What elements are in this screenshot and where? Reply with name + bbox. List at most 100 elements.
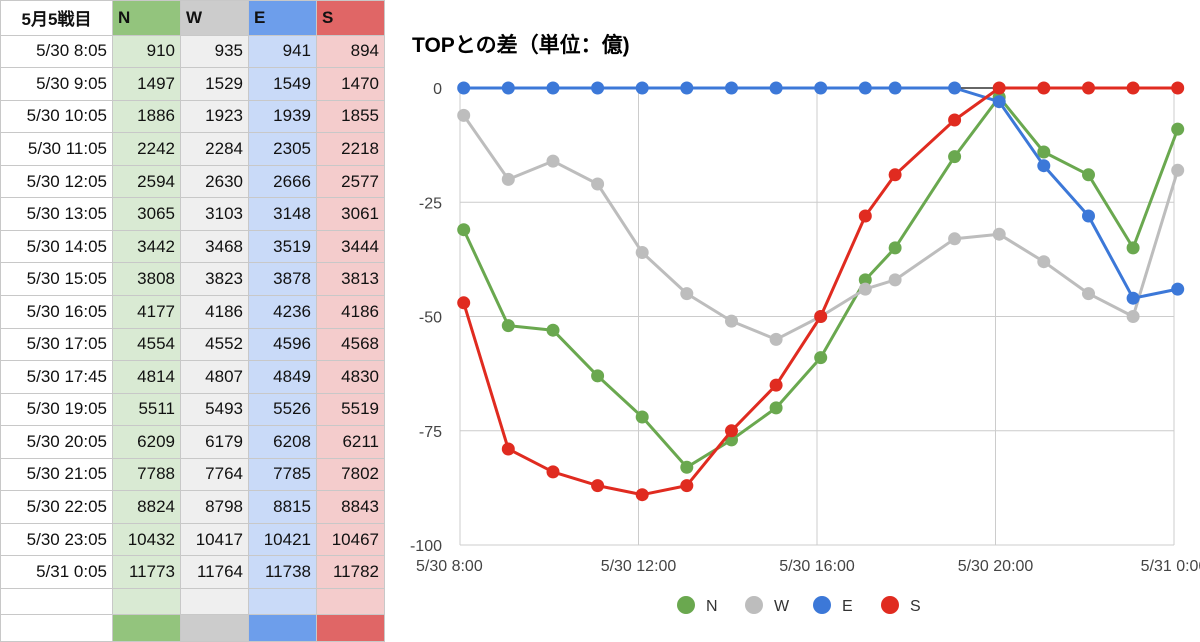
value-cell-s[interactable]: 1855 <box>316 99 385 134</box>
value-cell-n[interactable]: 3808 <box>112 262 181 296</box>
time-cell[interactable]: 5/30 16:05 <box>0 294 113 329</box>
value-cell-e[interactable]: 1939 <box>248 99 317 134</box>
value-cell-n[interactable]: 4554 <box>112 327 181 362</box>
value-cell-n[interactable]: 7788 <box>112 457 181 492</box>
value-cell-e[interactable]: 10421 <box>248 522 317 557</box>
value-cell-s[interactable]: 4830 <box>316 360 385 394</box>
value-cell-s[interactable]: 1470 <box>316 67 385 101</box>
time-cell[interactable]: 5/30 8:05 <box>0 34 113 69</box>
value-cell-e[interactable]: 1549 <box>248 67 317 101</box>
time-cell[interactable]: 5/30 12:05 <box>0 164 113 199</box>
empty-cell[interactable] <box>112 614 181 642</box>
value-cell-s[interactable]: 2218 <box>316 132 385 166</box>
value-cell-s[interactable]: 10467 <box>316 522 385 557</box>
time-cell[interactable]: 5/30 19:05 <box>0 392 113 427</box>
empty-cell[interactable] <box>112 587 181 616</box>
column-header-w[interactable]: W <box>180 0 249 36</box>
time-cell[interactable]: 5/30 20:05 <box>0 425 113 459</box>
empty-cell[interactable] <box>0 614 113 642</box>
empty-cell[interactable] <box>180 614 249 642</box>
value-cell-e[interactable]: 7785 <box>248 457 317 492</box>
value-cell-w[interactable]: 4807 <box>180 360 249 394</box>
value-cell-e[interactable]: 8815 <box>248 490 317 524</box>
value-cell-n[interactable]: 2594 <box>112 164 181 199</box>
value-cell-s[interactable]: 11782 <box>316 555 385 589</box>
value-cell-s[interactable]: 3444 <box>316 229 385 264</box>
time-cell[interactable]: 5/30 17:05 <box>0 327 113 362</box>
value-cell-n[interactable]: 11773 <box>112 555 181 589</box>
value-cell-e[interactable]: 3148 <box>248 197 317 231</box>
time-cell[interactable]: 5/30 21:05 <box>0 457 113 492</box>
value-cell-e[interactable]: 2666 <box>248 164 317 199</box>
column-header-e[interactable]: E <box>248 0 317 36</box>
value-cell-e[interactable]: 941 <box>248 34 317 69</box>
value-cell-n[interactable]: 5511 <box>112 392 181 427</box>
time-cell[interactable]: 5/30 17:45 <box>0 360 113 394</box>
value-cell-s[interactable]: 894 <box>316 34 385 69</box>
time-cell[interactable]: 5/30 23:05 <box>0 522 113 557</box>
time-cell[interactable]: 5/30 14:05 <box>0 229 113 264</box>
empty-cell[interactable] <box>180 587 249 616</box>
value-cell-w[interactable]: 5493 <box>180 392 249 427</box>
sheet-corner-cell[interactable]: 5月5戦目 <box>0 0 113 36</box>
time-cell[interactable]: 5/30 10:05 <box>0 99 113 134</box>
column-header-s[interactable]: S <box>316 0 385 36</box>
empty-cell[interactable] <box>316 587 385 616</box>
value-cell-w[interactable]: 10417 <box>180 522 249 557</box>
value-cell-s[interactable]: 8843 <box>316 490 385 524</box>
empty-cell[interactable] <box>316 614 385 642</box>
value-cell-w[interactable]: 4186 <box>180 294 249 329</box>
value-cell-e[interactable]: 5526 <box>248 392 317 427</box>
value-cell-e[interactable]: 2305 <box>248 132 317 166</box>
value-cell-s[interactable]: 3061 <box>316 197 385 231</box>
value-cell-w[interactable]: 6179 <box>180 425 249 459</box>
value-cell-w[interactable]: 3103 <box>180 197 249 231</box>
value-cell-e[interactable]: 4596 <box>248 327 317 362</box>
value-cell-n[interactable]: 1497 <box>112 67 181 101</box>
value-cell-n[interactable]: 8824 <box>112 490 181 524</box>
value-cell-n[interactable]: 4177 <box>112 294 181 329</box>
value-cell-e[interactable]: 3878 <box>248 262 317 296</box>
value-cell-s[interactable]: 7802 <box>316 457 385 492</box>
time-cell[interactable]: 5/30 22:05 <box>0 490 113 524</box>
value-cell-s[interactable]: 5519 <box>316 392 385 427</box>
empty-cell[interactable] <box>248 614 317 642</box>
value-cell-w[interactable]: 3823 <box>180 262 249 296</box>
value-cell-s[interactable]: 3813 <box>316 262 385 296</box>
time-cell[interactable]: 5/30 15:05 <box>0 262 113 296</box>
value-cell-w[interactable]: 1529 <box>180 67 249 101</box>
value-cell-s[interactable]: 6211 <box>316 425 385 459</box>
time-cell[interactable]: 5/31 0:05 <box>0 555 113 589</box>
value-cell-n[interactable]: 2242 <box>112 132 181 166</box>
value-cell-n[interactable]: 10432 <box>112 522 181 557</box>
value-cell-s[interactable]: 2577 <box>316 164 385 199</box>
value-cell-e[interactable]: 6208 <box>248 425 317 459</box>
time-cell[interactable]: 5/30 13:05 <box>0 197 113 231</box>
value-cell-n[interactable]: 3442 <box>112 229 181 264</box>
value-cell-n[interactable]: 6209 <box>112 425 181 459</box>
value-cell-w[interactable]: 8798 <box>180 490 249 524</box>
empty-cell[interactable] <box>248 587 317 616</box>
value-cell-w[interactable]: 2630 <box>180 164 249 199</box>
value-cell-w[interactable]: 4552 <box>180 327 249 362</box>
value-cell-n[interactable]: 4814 <box>112 360 181 394</box>
value-cell-w[interactable]: 2284 <box>180 132 249 166</box>
column-header-n[interactable]: N <box>112 0 181 36</box>
value-cell-w[interactable]: 935 <box>180 34 249 69</box>
value-cell-e[interactable]: 3519 <box>248 229 317 264</box>
value-cell-n[interactable]: 3065 <box>112 197 181 231</box>
time-cell[interactable]: 5/30 11:05 <box>0 132 113 166</box>
value-cell-e[interactable]: 4236 <box>248 294 317 329</box>
value-cell-w[interactable]: 11764 <box>180 555 249 589</box>
time-cell[interactable]: 5/30 9:05 <box>0 67 113 101</box>
value-cell-w[interactable]: 1923 <box>180 99 249 134</box>
value-cell-w[interactable]: 3468 <box>180 229 249 264</box>
value-cell-w[interactable]: 7764 <box>180 457 249 492</box>
value-cell-s[interactable]: 4568 <box>316 327 385 362</box>
empty-cell[interactable] <box>0 587 113 616</box>
value-cell-n[interactable]: 910 <box>112 34 181 69</box>
value-cell-s[interactable]: 4186 <box>316 294 385 329</box>
value-cell-e[interactable]: 11738 <box>248 555 317 589</box>
value-cell-e[interactable]: 4849 <box>248 360 317 394</box>
value-cell-n[interactable]: 1886 <box>112 99 181 134</box>
